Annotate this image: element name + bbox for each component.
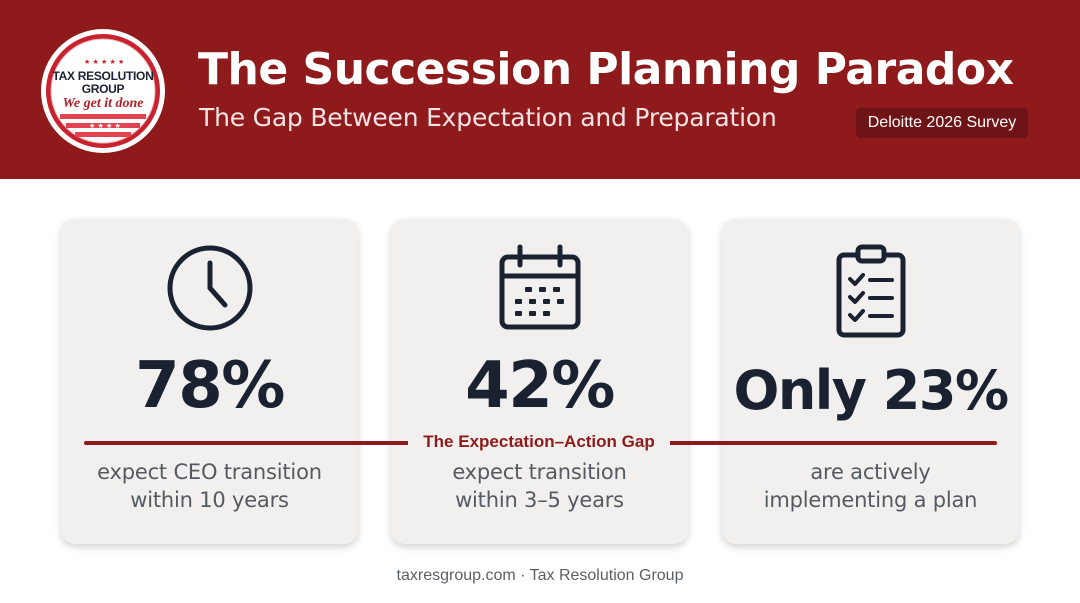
company-logo: ★ ★ ★ ★ ★ ★ ★ ★ ★ TAX RESOLUTION GROUP W…	[40, 28, 166, 154]
calendar-icon	[499, 244, 580, 330]
page-subtitle: The Gap Between Expectation and Preparat…	[199, 103, 777, 132]
footer-text: taxresgroup.com · Tax Resolution Group	[396, 567, 684, 584]
gap-line-right	[664, 441, 997, 445]
stat-card-3: Only 23% are actively implementing a pla…	[722, 219, 1019, 544]
stat-value: 78%	[135, 349, 285, 423]
desc-line-1: expect transition	[452, 460, 627, 484]
logo-badge-icon: ★ ★ ★ ★ ★ ★ ★ ★ ★	[41, 29, 165, 153]
svg-text:★ ★ ★ ★ ★: ★ ★ ★ ★ ★	[84, 58, 124, 66]
stat-description: are actively implementing a plan	[722, 458, 1019, 514]
svg-text:★ ★ ★ ★: ★ ★ ★ ★	[89, 122, 121, 130]
logo-line-1: TAX RESOLUTION	[52, 69, 154, 83]
gap-line-left	[84, 441, 417, 445]
desc-line-2: within 3–5 years	[455, 488, 624, 512]
page-title: The Succession Planning Paradox	[198, 44, 1014, 95]
logo-tagline: We get it done	[62, 96, 144, 111]
stat-description: expect CEO transition within 10 years	[61, 458, 358, 514]
clock-icon	[167, 245, 252, 331]
source-badge: Deloitte 2026 Survey	[856, 108, 1028, 138]
gap-label: The Expectation–Action Gap	[408, 432, 670, 452]
stat-card-1: 78% expect CEO transition within 10 year…	[61, 219, 358, 544]
header-banner: ★ ★ ★ ★ ★ ★ ★ ★ ★ TAX RESOLUTION GROUP W…	[0, 0, 1080, 179]
stat-card-2: 42% expect transition within 3–5 years	[391, 219, 688, 544]
stat-description: expect transition within 3–5 years	[391, 458, 688, 514]
desc-line-2: within 10 years	[130, 488, 289, 512]
logo-line-2: GROUP	[81, 82, 125, 96]
stat-value: Only 23%	[733, 359, 1009, 422]
stat-value: 42%	[465, 349, 615, 423]
desc-line-1: are actively	[810, 460, 931, 484]
desc-line-1: expect CEO transition	[97, 460, 322, 484]
desc-line-2: implementing a plan	[763, 488, 978, 512]
checklist-clipboard-icon	[836, 244, 905, 338]
